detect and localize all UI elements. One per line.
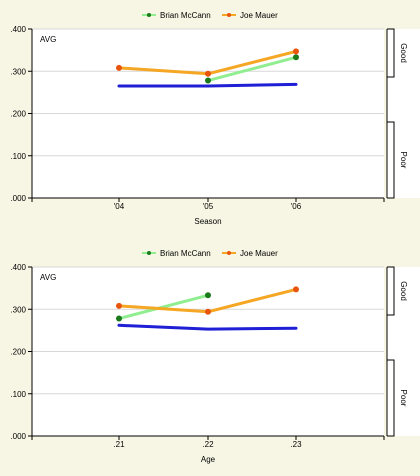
series-line-average [117, 82, 298, 88]
legend-label: Brian McCann [160, 249, 211, 258]
poor-bracket [387, 121, 395, 199]
y-tick-label: .400 [10, 263, 26, 272]
legend-marker [147, 251, 151, 255]
good-label: Good [399, 281, 408, 301]
x-tick-label: '06 [291, 202, 302, 211]
data-point-mauer [205, 308, 211, 315]
y-tick-label: .000 [10, 432, 26, 441]
chart-1: .000 .100 .200 .300 .400 .21 .22 .23 Age AVG Good P… [10, 249, 420, 464]
data-point-mauer [116, 302, 122, 309]
x-tick-label: '05 [203, 202, 214, 211]
x-tick-label: '04 [114, 202, 125, 211]
y-tick-label: .100 [10, 152, 26, 161]
legend-label: Brian McCann [160, 11, 211, 20]
data-point-mauer [293, 48, 299, 55]
legend-marker [227, 13, 231, 17]
poor-label: Poor [399, 390, 408, 407]
legend-item-mauer: Joe Mauer [222, 11, 278, 20]
x-axis-title: Season [194, 217, 221, 226]
scale-panel [387, 29, 420, 198]
y-tick-label: .100 [10, 390, 26, 399]
y-tick-label: .200 [10, 110, 26, 119]
data-point-mccann [205, 292, 211, 299]
legend-item-mccann: Brian McCann [142, 249, 211, 258]
stat-label: AVG [40, 35, 56, 44]
good-label: Good [399, 43, 408, 63]
poor-label: Poor [399, 152, 408, 169]
stat-label: AVG [40, 273, 56, 282]
data-point-mccann [116, 315, 122, 322]
legend-label: Joe Mauer [240, 249, 278, 258]
data-point-mauer [205, 70, 211, 77]
legend-item-mauer: Joe Mauer [222, 249, 278, 258]
series-line-average [117, 323, 298, 331]
chart-0: .000 .100 .200 .300 .400 '04 '05 '06 Season AVG Go… [10, 11, 420, 226]
legend-marker [147, 13, 151, 17]
x-tick-label: .23 [290, 440, 302, 449]
poor-bracket [387, 359, 395, 437]
data-point-mauer [293, 286, 299, 293]
x-tick-label: .21 [113, 440, 125, 449]
x-tick-label: .22 [202, 440, 214, 449]
good-bracket [387, 28, 395, 78]
legend-item-mccann: Brian McCann [142, 11, 211, 20]
series-line-mccann [206, 55, 298, 83]
scale-panel [387, 267, 420, 436]
legend-label: Joe Mauer [240, 11, 278, 20]
y-tick-label: .300 [10, 305, 26, 314]
y-tick-label: .200 [10, 348, 26, 357]
x-axis-title: Age [201, 455, 216, 464]
good-bracket [387, 266, 395, 316]
series-line-mccann [117, 293, 210, 321]
y-tick-label: .000 [10, 194, 26, 203]
data-point-mccann [293, 54, 299, 61]
y-tick-label: .300 [10, 67, 26, 76]
data-point-mauer [116, 64, 122, 71]
y-tick-label: .400 [10, 25, 26, 34]
data-point-mccann [205, 77, 211, 84]
legend-marker [227, 251, 231, 255]
